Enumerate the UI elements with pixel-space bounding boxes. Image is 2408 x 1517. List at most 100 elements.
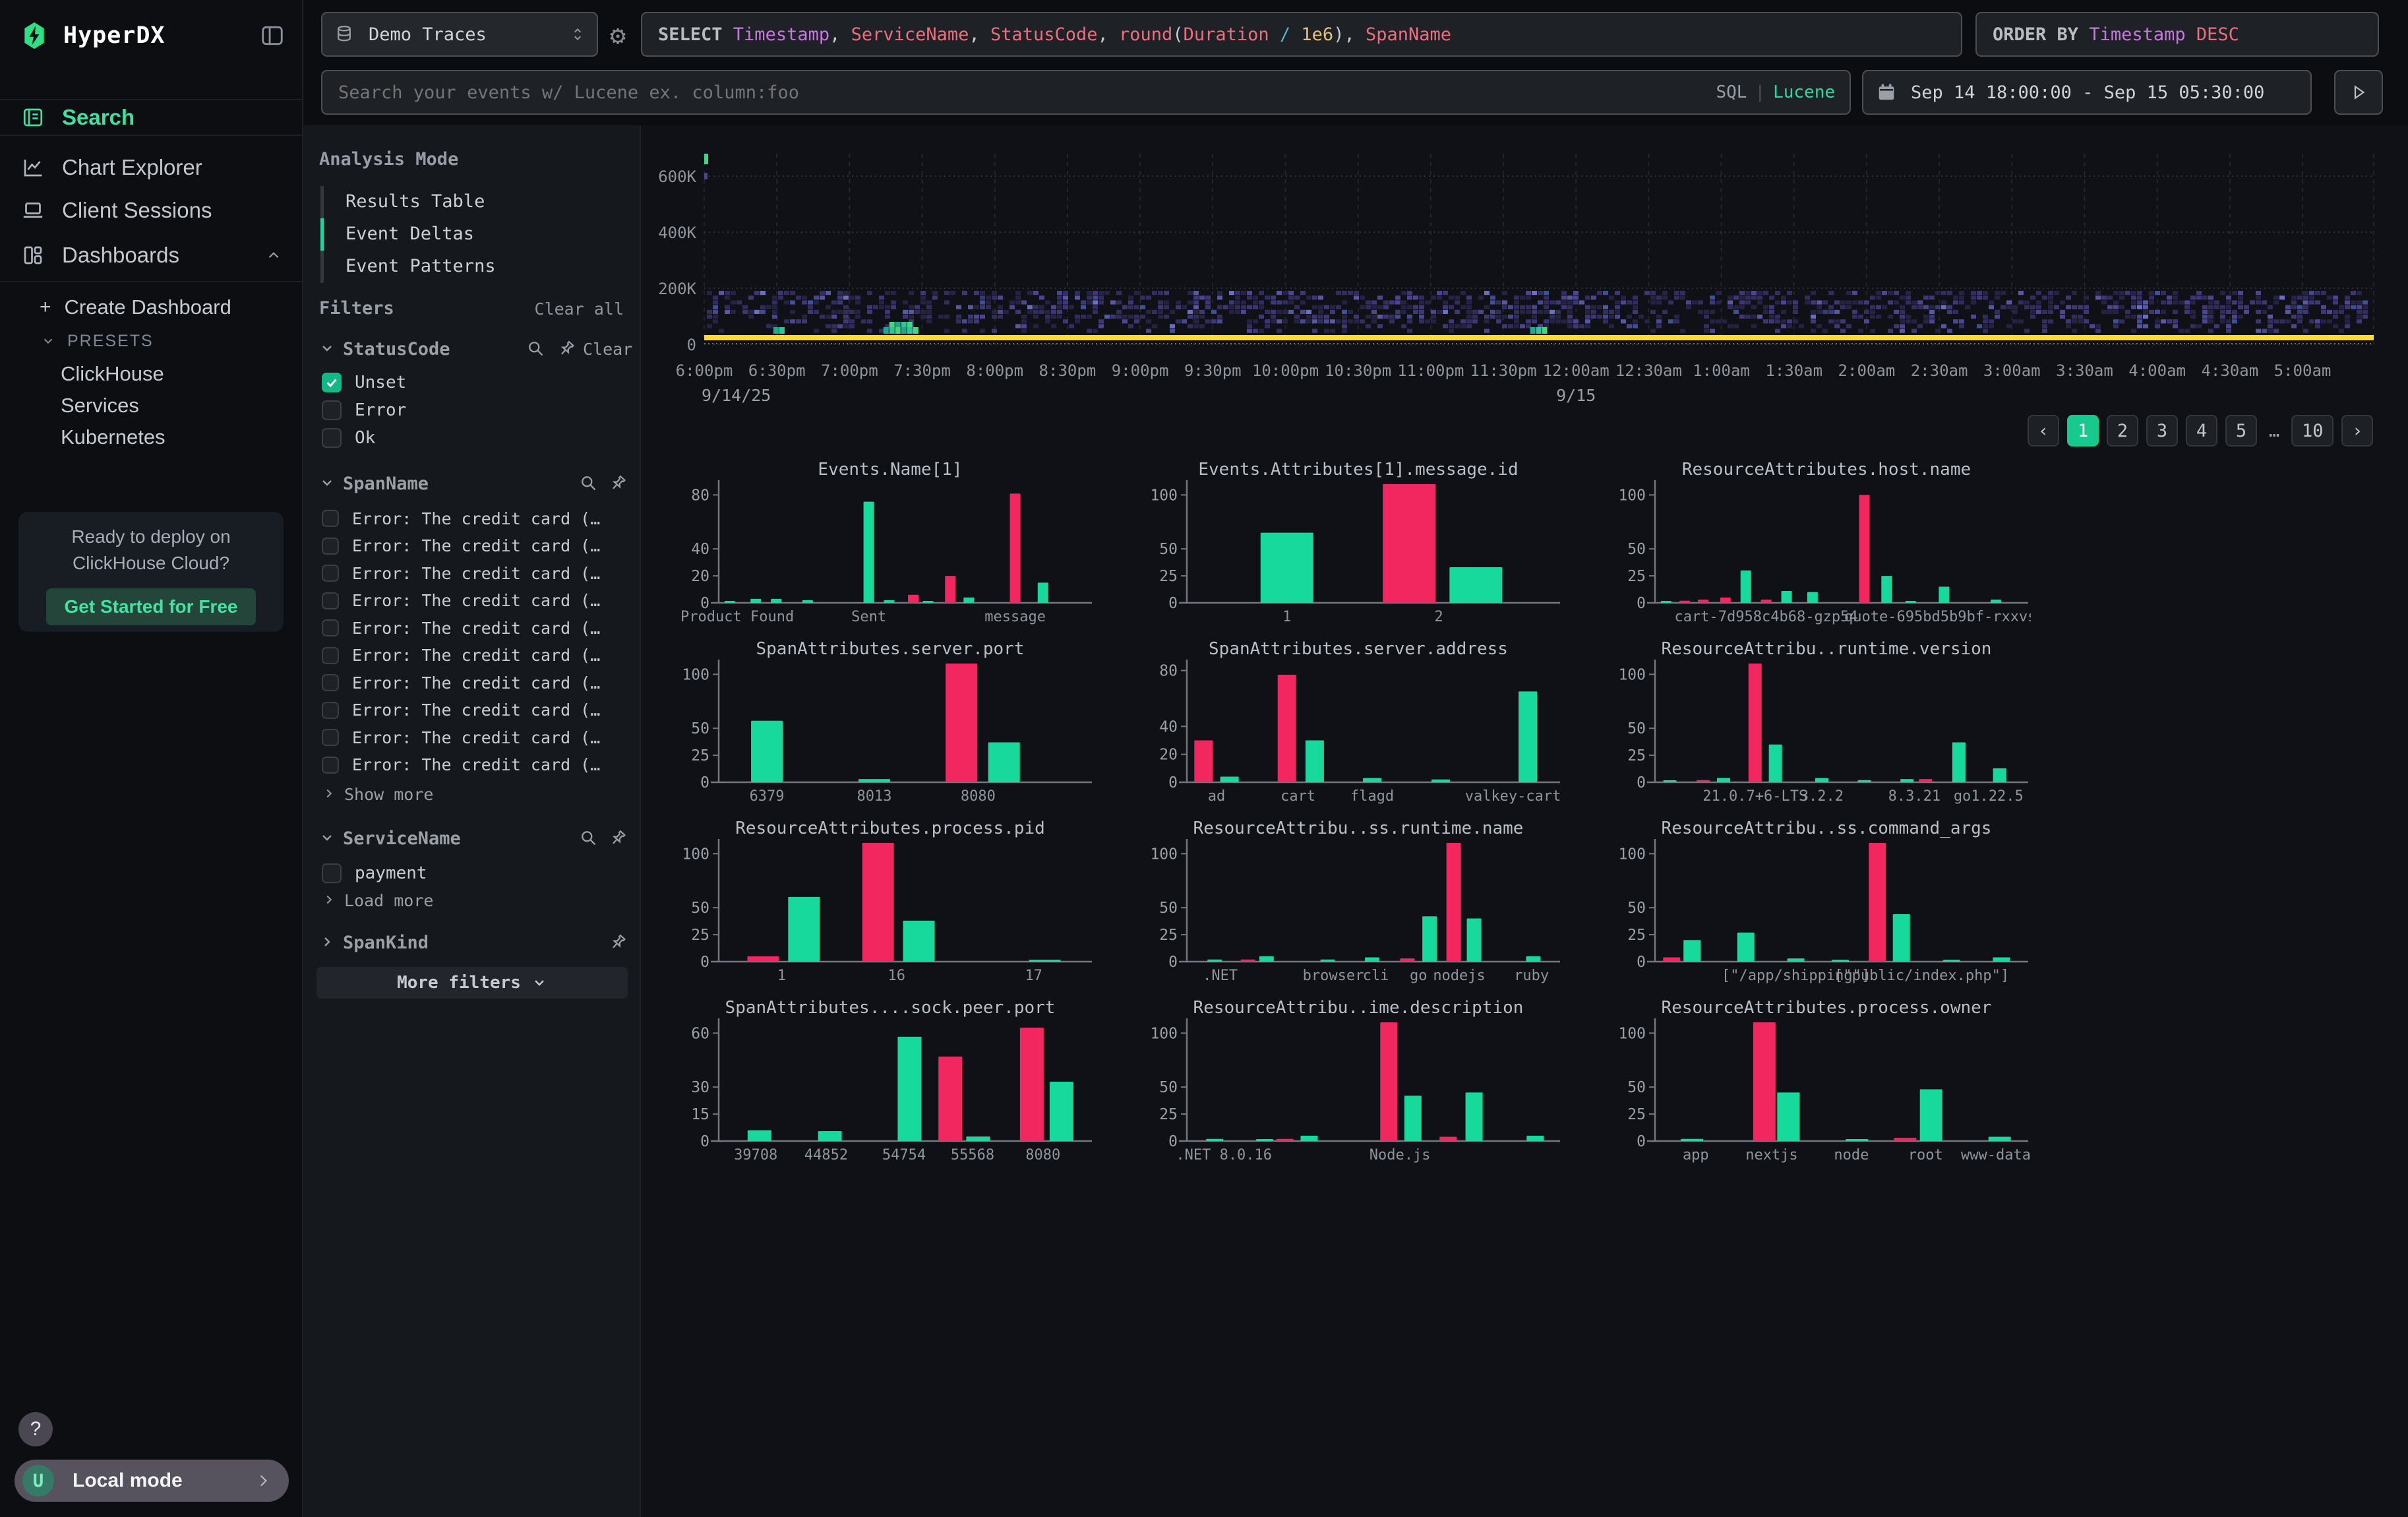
delta-chart-svg: ResourceAttribu..ss.command_args 0 25 50 100… — [1618, 819, 2028, 984]
filter-option-row[interactable]: Unset — [322, 371, 632, 394]
help-button[interactable]: ? — [18, 1412, 53, 1446]
pin-icon[interactable] — [557, 339, 576, 359]
show-more-link[interactable]: Load more — [344, 891, 434, 910]
search-icon[interactable] — [526, 339, 545, 357]
filter-option-row[interactable]: Error: The credit card (… — [322, 753, 632, 777]
sidebar-item-search[interactable]: Search — [0, 99, 302, 136]
get-started-button[interactable]: Get Started for Free — [46, 588, 256, 625]
filter-option-row[interactable]: Error: The credit card (… — [322, 671, 632, 695]
checkbox[interactable] — [322, 510, 339, 527]
checkbox[interactable] — [322, 646, 339, 664]
page-button[interactable]: 10 — [2291, 415, 2334, 447]
show-more-link[interactable]: Show more — [344, 785, 434, 804]
clear-all-button[interactable]: Clear all — [534, 299, 624, 319]
pin-icon[interactable] — [608, 828, 628, 848]
search-input[interactable] — [337, 81, 1716, 104]
svg-text:0: 0 — [700, 774, 709, 791]
order-by-input[interactable]: ORDER BY Timestamp DESC — [1975, 12, 2379, 57]
delta-chart[interactable]: ResourceAttributes.host.name 0 25 50 100 cart… — [1609, 456, 2036, 628]
checkbox[interactable] — [322, 373, 342, 392]
delta-chart[interactable]: Events.Name[1] 0 20 40 80 Product Found Sent me… — [673, 456, 1095, 628]
checkbox[interactable] — [322, 537, 339, 555]
gear-icon[interactable]: ⚙ — [609, 20, 626, 51]
clear-group-button[interactable]: Clear — [583, 340, 633, 359]
checkbox[interactable] — [322, 428, 342, 448]
search-bar[interactable]: SQL | Lucene — [321, 70, 1851, 115]
svg-text:Sent: Sent — [851, 609, 886, 625]
pin-icon[interactable] — [608, 933, 628, 952]
chevron-down-icon[interactable] — [319, 830, 335, 846]
lang-sql[interactable]: SQL — [1716, 82, 1747, 102]
presets-toggle[interactable]: PRESETS — [0, 326, 302, 356]
search-icon[interactable] — [579, 474, 597, 492]
delta-chart[interactable]: ResourceAttribu..ss.runtime.name 0 25 50 100… — [1141, 815, 1563, 987]
time-range-picker[interactable]: Sep 14 18:00:00 - Sep 15 05:30:00 — [1862, 70, 2312, 115]
account-pill[interactable]: U Local mode — [15, 1460, 289, 1502]
filter-option-row[interactable]: Error: The credit card (… — [322, 616, 632, 640]
sidebar-item-chart-explorer[interactable]: Chart Explorer — [0, 150, 302, 185]
checkbox[interactable] — [322, 701, 339, 719]
filter-option-row[interactable]: payment — [322, 861, 632, 885]
heatmap-svg[interactable]: 600K 400K 200K 0 6:00pm 6:30pm 7:00pm 7:30pm 8:0… — [633, 132, 2408, 416]
checkbox[interactable] — [322, 619, 339, 636]
collapse-sidebar-icon[interactable] — [260, 23, 285, 48]
svg-text:flagd: flagd — [1350, 788, 1394, 805]
delta-chart[interactable]: ResourceAttributes.process.pid 0 25 50 100 1 1… — [673, 815, 1095, 987]
page-button[interactable]: 1 — [2067, 415, 2099, 447]
checkbox[interactable] — [322, 863, 342, 883]
delta-chart[interactable]: ResourceAttributes.process.owner 0 25 50 100… — [1609, 995, 2031, 1166]
delta-chart[interactable]: SpanAttributes....sock.peer.port 0 15 30 60 3… — [673, 995, 1095, 1166]
svg-text:ResourceAttribu..ime.descripti: ResourceAttribu..ime.description — [1193, 998, 1524, 1018]
page-button[interactable]: 3 — [2146, 415, 2178, 447]
delta-chart-svg: Events.Attributes[1].message.id 0 25 50 100 1… — [1150, 460, 1560, 625]
analysis-mode-option[interactable]: Event Deltas — [346, 224, 475, 244]
filter-option-row[interactable]: Error: The credit card (… — [322, 726, 632, 749]
sidebar-item-client-sessions[interactable]: Client Sessions — [0, 193, 302, 228]
checkbox[interactable] — [322, 756, 339, 774]
checkbox[interactable] — [322, 400, 342, 420]
page-next-button[interactable]: › — [2341, 415, 2374, 447]
delta-chart[interactable]: SpanAttributes.server.port 0 25 50 100 6379 80… — [673, 636, 1095, 807]
filter-option-row[interactable]: Error: The credit card (… — [322, 589, 632, 613]
delta-chart[interactable]: ResourceAttribu..runtime.version 0 25 50 100… — [1609, 636, 2031, 807]
lang-lucene[interactable]: Lucene — [1773, 82, 1835, 102]
page-button[interactable]: 4 — [2186, 415, 2217, 447]
chevron-down-icon[interactable] — [319, 475, 335, 491]
sidebar-item-clickhouse[interactable]: ClickHouse — [0, 359, 302, 389]
delta-chart[interactable]: ResourceAttribu..ss.command_args 0 25 50 100… — [1609, 815, 2031, 987]
checkbox[interactable] — [322, 565, 339, 582]
chevron-down-icon[interactable] — [319, 340, 335, 356]
svg-text:0: 0 — [1168, 1133, 1178, 1150]
pin-icon[interactable] — [608, 474, 628, 493]
checkbox[interactable] — [322, 592, 339, 609]
checkbox[interactable] — [322, 674, 339, 691]
sidebar-item-services[interactable]: Services — [0, 390, 302, 421]
filter-option-row[interactable]: Ok — [322, 426, 632, 450]
sidebar-item-dashboards[interactable]: Dashboards — [0, 238, 302, 272]
analysis-mode-option[interactable]: Results Table — [346, 191, 485, 212]
sql-select-input[interactable]: SELECT Timestamp, ServiceName, StatusCod… — [641, 12, 1962, 57]
filter-option-row[interactable]: Error: The credit card (… — [322, 534, 632, 558]
analysis-mode-option[interactable]: Event Patterns — [346, 256, 496, 276]
page-prev-button[interactable]: ‹ — [2028, 415, 2059, 447]
checkbox[interactable] — [322, 729, 339, 746]
search-icon[interactable] — [579, 828, 597, 847]
delta-chart[interactable]: ResourceAttribu..ime.description 0 25 50 100… — [1141, 995, 1563, 1166]
chevron-right-icon[interactable] — [319, 934, 335, 950]
run-query-button[interactable] — [2334, 70, 2383, 115]
page-button[interactable]: 2 — [2107, 415, 2138, 447]
filter-option-row[interactable]: Error: The credit card (… — [322, 507, 632, 530]
page-button[interactable]: 5 — [2225, 415, 2257, 447]
query-token: Timestamp — [733, 24, 830, 45]
delta-chart[interactable]: Events.Attributes[1].message.id 0 25 50 100 1… — [1141, 456, 1563, 628]
filter-option-row[interactable]: Error: The credit card (… — [322, 561, 632, 585]
filter-option-row[interactable]: Error — [322, 398, 632, 422]
filter-option-row[interactable]: Error: The credit card (… — [322, 644, 632, 667]
svg-text:16: 16 — [888, 968, 906, 984]
source-select[interactable]: Demo Traces — [321, 12, 598, 57]
sidebar-item-kubernetes[interactable]: Kubernetes — [0, 422, 302, 452]
filter-option-row[interactable]: Error: The credit card (… — [322, 698, 632, 722]
more-filters-button[interactable]: More filters — [316, 967, 628, 999]
delta-chart[interactable]: SpanAttributes.server.address 0 20 40 80 ad ca… — [1141, 636, 1563, 807]
create-dashboard-button[interactable]: + Create Dashboard — [0, 292, 302, 323]
